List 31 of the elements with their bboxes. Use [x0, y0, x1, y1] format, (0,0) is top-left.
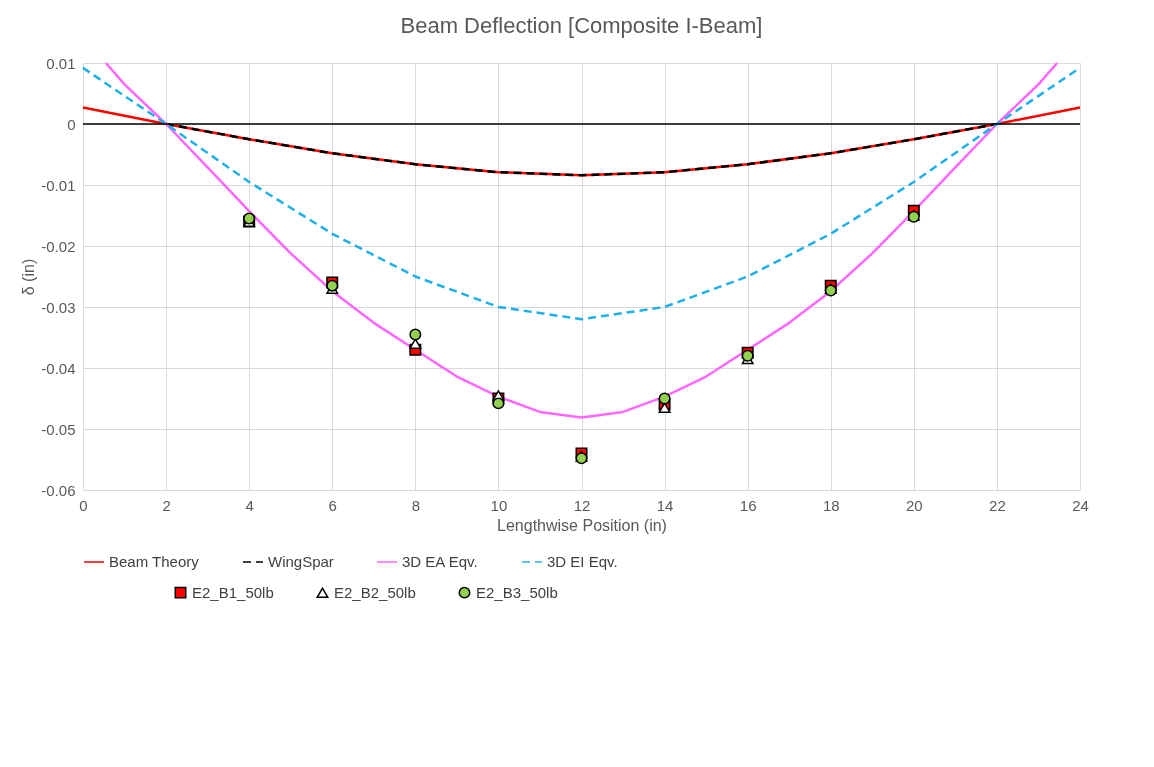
legend-label: 3D EA Eqv.	[402, 553, 478, 570]
x-tick-label: 22	[989, 496, 1006, 514]
x-tick-label: 24	[1072, 496, 1089, 514]
x-tick-label: 14	[656, 496, 674, 514]
x-tick-label: 20	[905, 496, 923, 514]
y-tick-label: -0.05	[41, 420, 76, 438]
x-tick-label: 10	[490, 496, 508, 514]
x-tick-label: 2	[162, 496, 171, 514]
chart-title: Beam Deflection [Composite I-Beam]	[400, 13, 763, 38]
x-tick-label: 4	[245, 496, 254, 514]
x-tick-label: 6	[328, 496, 337, 514]
legend-label: WingSpar	[268, 553, 334, 570]
x-tick-label: 12	[573, 496, 591, 514]
legend-label: Beam Theory	[109, 553, 200, 570]
y-tick-label: -0.02	[41, 237, 76, 255]
x-tick-label: 16	[739, 496, 757, 514]
x-tick-label: 8	[411, 496, 421, 514]
y-tick-label: -0.04	[41, 359, 76, 377]
x-axis-title: Lengthwise Position (in)	[497, 516, 667, 534]
y-axis-title: δ (in)	[20, 258, 38, 296]
x-tick-label: 0	[79, 496, 88, 514]
y-tick-label: -0.01	[41, 176, 76, 194]
legend-label: 3D EI Eqv.	[547, 553, 618, 570]
y-tick-label: 0.01	[46, 54, 76, 72]
y-tick-label: -0.06	[41, 481, 76, 499]
y-tick-label: 0	[67, 115, 76, 133]
legend-label: E2_B3_50lb	[476, 583, 558, 601]
legend-label: E2_B1_50lb	[192, 583, 274, 601]
y-tick-label: -0.03	[41, 298, 76, 316]
legend-label: E2_B2_50lb	[334, 583, 416, 601]
x-tick-label: 18	[822, 496, 840, 514]
